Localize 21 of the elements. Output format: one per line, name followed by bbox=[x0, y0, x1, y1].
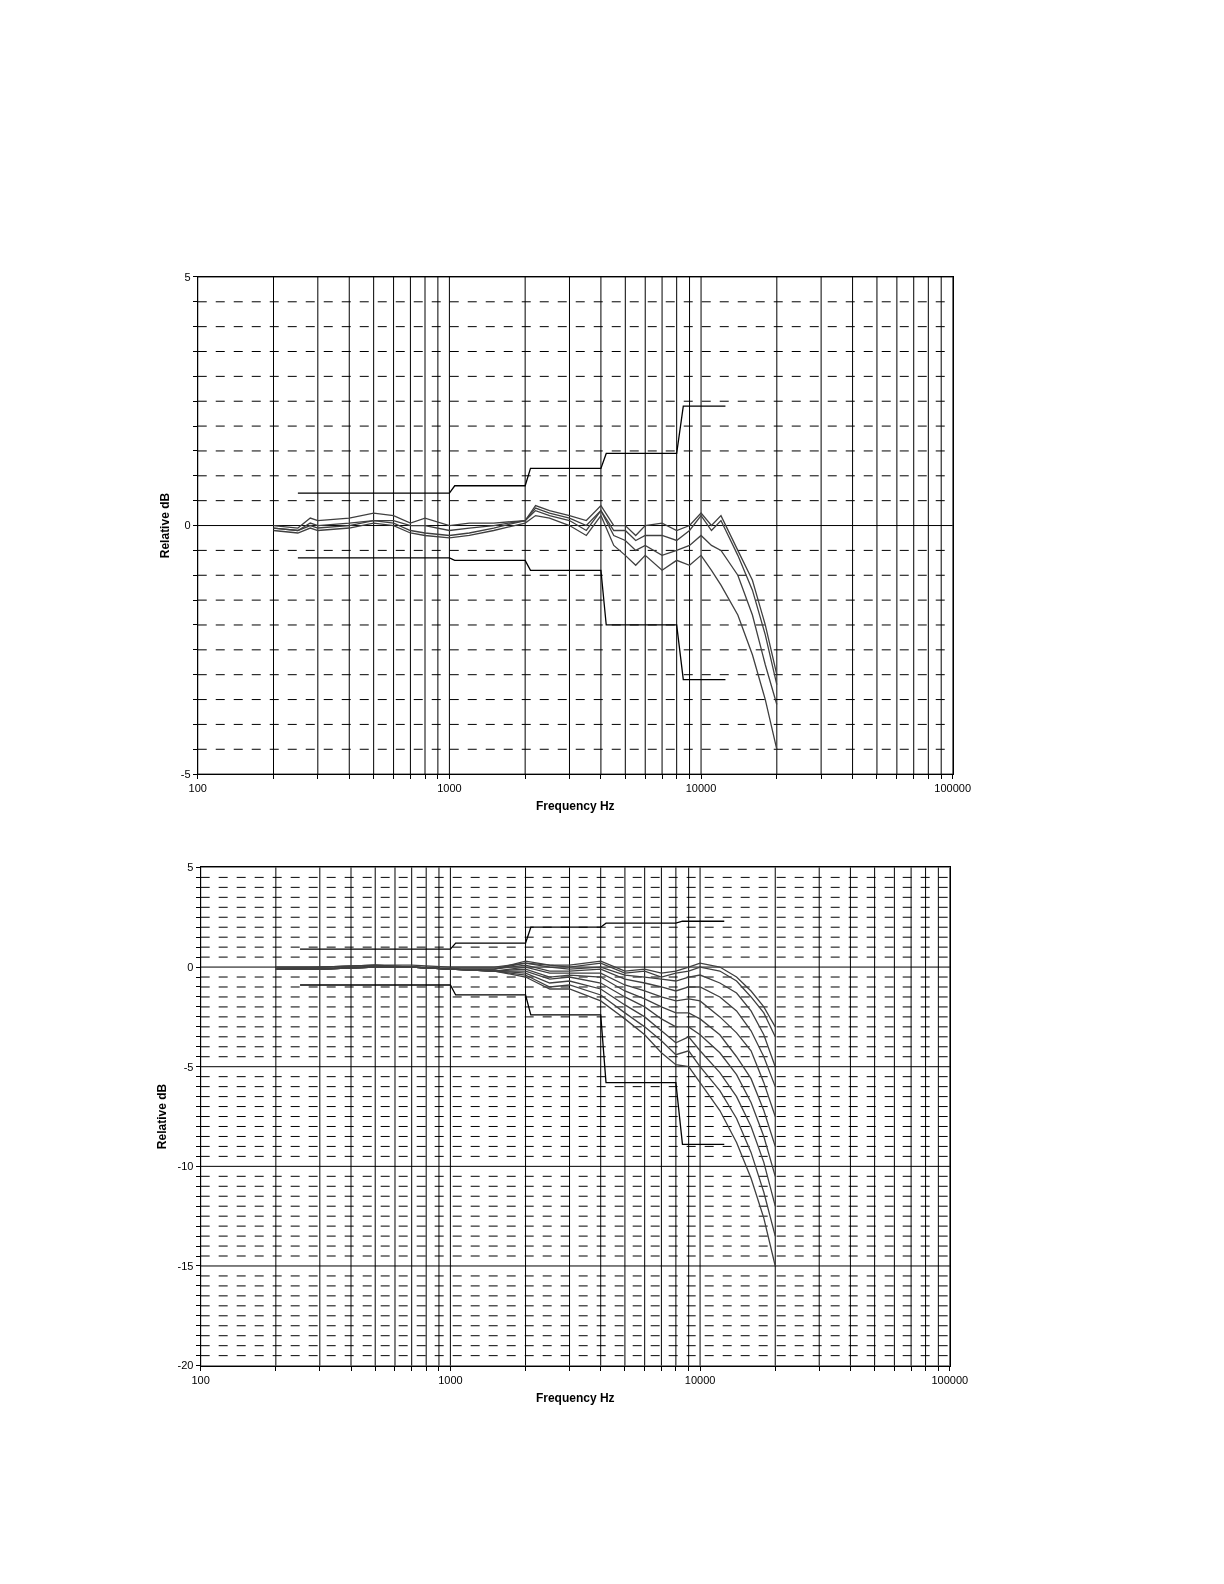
y-tick-label: -5 bbox=[180, 767, 191, 780]
y-tick-label: 0 bbox=[187, 960, 194, 973]
y-tick-label: 5 bbox=[184, 270, 191, 283]
x-tick-label: 10000 bbox=[684, 1373, 716, 1386]
x-axis-title: Frequency Hz bbox=[535, 1390, 615, 1405]
y-axis-title: Relative dB bbox=[154, 1083, 169, 1150]
x-axis-title: Frequency Hz bbox=[535, 799, 615, 814]
x-tick-label: 100000 bbox=[931, 1373, 969, 1386]
x-tick-label: 100 bbox=[188, 782, 207, 795]
y-tick-label: -15 bbox=[177, 1259, 194, 1272]
y-tick-label: 5 bbox=[187, 861, 194, 874]
y-axis-title: Relative dB bbox=[158, 492, 173, 559]
x-tick-label: 1000 bbox=[438, 1373, 463, 1386]
y-tick-label: -20 bbox=[177, 1359, 194, 1372]
y-tick-label: 0 bbox=[184, 519, 191, 532]
y-tick-label: -5 bbox=[183, 1060, 194, 1073]
x-tick-label: 100000 bbox=[934, 782, 972, 795]
x-tick-label: 1000 bbox=[437, 782, 462, 795]
y-tick-label: -10 bbox=[177, 1160, 194, 1173]
x-tick-label: 10000 bbox=[685, 782, 717, 795]
x-tick-label: 100 bbox=[191, 1373, 210, 1386]
